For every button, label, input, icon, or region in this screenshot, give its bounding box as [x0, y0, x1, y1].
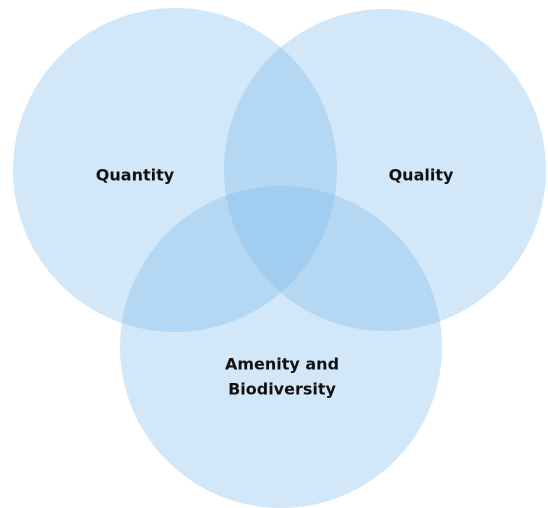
- set-label: Quantity: [96, 166, 175, 185]
- set-circle: [224, 9, 546, 331]
- set-circle: [13, 8, 337, 332]
- set-label: Amenity and: [225, 355, 339, 374]
- set-label: Biodiversity: [228, 380, 336, 399]
- set-circle: [120, 186, 442, 508]
- set-label: Quality: [389, 166, 454, 185]
